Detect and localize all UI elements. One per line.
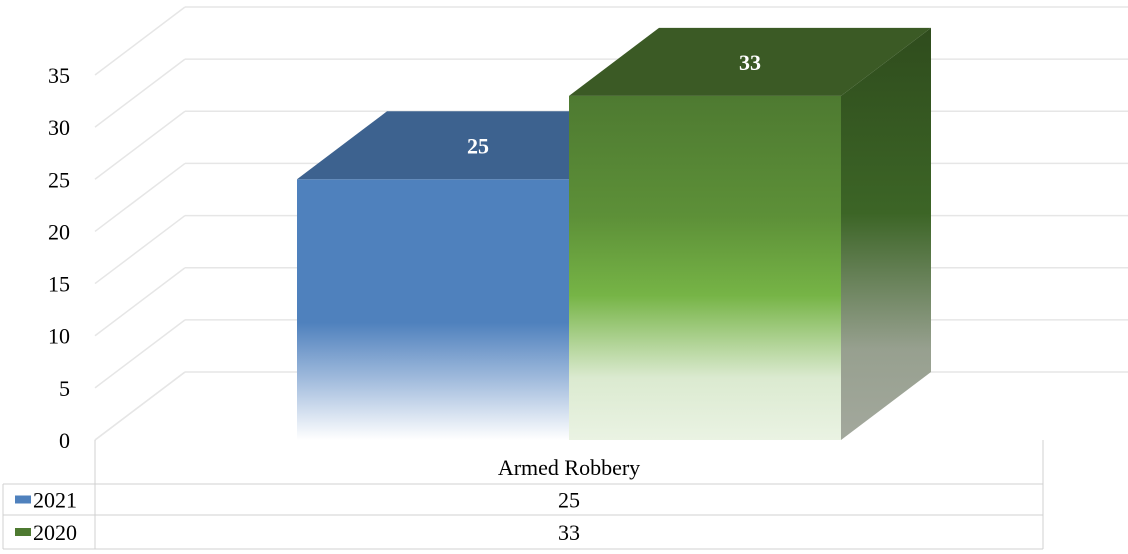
y-tick-label: 10 bbox=[48, 324, 70, 349]
data-label-2020: 33 bbox=[739, 50, 761, 75]
y-tick-label: 0 bbox=[59, 428, 70, 453]
bar-2020-front bbox=[569, 95, 841, 440]
category-label: Armed Robbery bbox=[498, 455, 640, 480]
y-tick-label: 5 bbox=[59, 376, 70, 401]
bar-2021-top bbox=[297, 111, 659, 180]
gridline-side bbox=[94, 319, 186, 389]
gridline-side bbox=[94, 110, 186, 180]
table-value-2020: 33 bbox=[558, 520, 580, 545]
legend-label-2020: 2020 bbox=[33, 520, 77, 545]
y-tick-label: 25 bbox=[48, 167, 70, 192]
legend-key-2021 bbox=[15, 495, 31, 504]
gridline-side bbox=[94, 58, 186, 128]
y-tick-label: 15 bbox=[48, 272, 70, 297]
legend-key-2020 bbox=[15, 528, 31, 536]
gridline-side bbox=[94, 6, 186, 76]
y-tick-label: 20 bbox=[48, 219, 70, 244]
y-tick-label: 35 bbox=[48, 63, 70, 88]
gridline-side bbox=[94, 162, 186, 233]
bar-2020-top bbox=[569, 27, 931, 96]
bar-2020-side bbox=[841, 27, 931, 440]
floor-edge bbox=[94, 371, 186, 441]
bar-2021-front bbox=[297, 179, 569, 441]
legend-label-2021: 2021 bbox=[33, 488, 77, 513]
gridline-side bbox=[94, 214, 186, 285]
table-value-2021: 25 bbox=[558, 488, 580, 513]
gridline-side bbox=[94, 267, 186, 337]
y-tick-label: 30 bbox=[48, 115, 70, 140]
data-label-2021: 25 bbox=[467, 133, 489, 158]
